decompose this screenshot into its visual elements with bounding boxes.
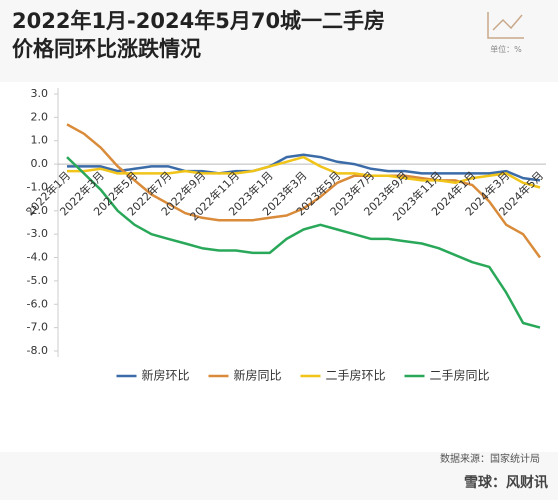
legend-label: 二手房同比 <box>430 368 490 383</box>
legend-label: 新房同比 <box>234 368 282 383</box>
y-tick-label: -1.0 <box>27 180 48 193</box>
chart-title: 2022年1月-2024年5月70城一二手房 <box>12 9 385 33</box>
chart-title: 价格同环比涨跌情况 <box>12 37 201 61</box>
y-tick-label: 1.0 <box>31 134 49 147</box>
footer: 雪球：风财讯 <box>464 474 548 491</box>
y-tick-label: 0.0 <box>31 157 49 170</box>
legend-item: 二手房环比 <box>300 368 386 383</box>
legend-label: 新房环比 <box>142 368 190 383</box>
y-tick-label: -5.0 <box>27 274 48 287</box>
source: 数据来源：国家统计局 <box>440 452 540 465</box>
plot-panel <box>0 82 558 452</box>
legend-label: 二手房环比 <box>326 368 386 383</box>
y-tick-label: -3.0 <box>27 227 48 240</box>
legend-item: 新房同比 <box>208 368 282 383</box>
legend-item: 二手房同比 <box>404 368 490 383</box>
series-line <box>67 153 541 182</box>
y-tick-label: -6.0 <box>27 297 48 310</box>
unit-icon <box>487 12 524 39</box>
series-line <box>67 155 541 189</box>
y-tick-label: -2.0 <box>27 204 48 217</box>
y-tick-label: 3.0 <box>31 87 49 100</box>
y-tick-label: -4.0 <box>27 251 48 264</box>
unit-label: 单位：% <box>490 44 522 54</box>
y-tick-label: 2.0 <box>31 110 49 123</box>
y-tick-label: -7.0 <box>27 321 48 334</box>
legend-item: 新房环比 <box>116 368 190 383</box>
y-tick-label: -8.0 <box>27 344 48 357</box>
series-line <box>66 156 541 329</box>
